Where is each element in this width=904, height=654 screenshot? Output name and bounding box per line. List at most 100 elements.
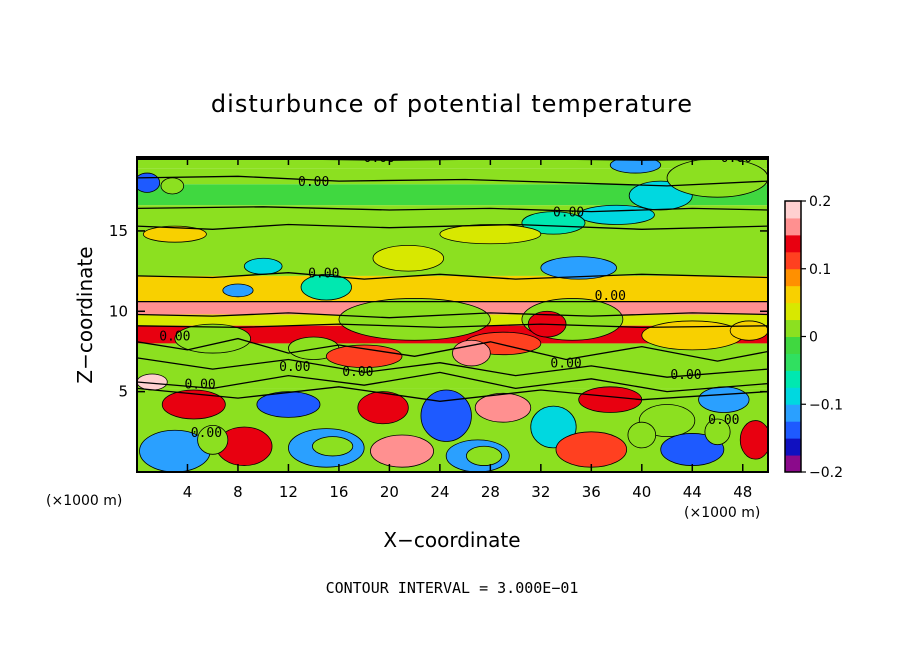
colorbar-cell: [785, 404, 801, 422]
contour-ring: [474, 392, 532, 423]
contour-label: 0.00: [721, 151, 752, 166]
contour-lines-layer: [137, 157, 768, 402]
colorbar-ticks: 0.2 0.1 0 −0.1 −0.2: [801, 194, 843, 481]
contour-label: 0.00: [159, 329, 190, 344]
chart-title: disturbunce of potential temperature: [211, 90, 693, 118]
contour-label: 0.00: [670, 368, 701, 383]
colorbar-cell: [785, 370, 801, 388]
contour-label: 0.00: [364, 151, 395, 166]
color-blob: [540, 256, 617, 280]
colorbar-cell: [785, 302, 801, 321]
contour-ring: [174, 323, 251, 354]
colorbar-cell: [785, 336, 801, 354]
colorbar-cell: [785, 421, 801, 439]
color-blob: [244, 258, 283, 275]
color-blob: [475, 393, 531, 423]
contour-label: 0.00: [298, 175, 329, 190]
color-blob: [420, 390, 472, 442]
color-blob: [610, 157, 661, 174]
color-blob: [555, 431, 627, 468]
color-blob: [357, 391, 409, 424]
contour-ring: [357, 391, 409, 425]
contour-ring: [540, 256, 617, 280]
contour-ring: [137, 172, 161, 193]
contour-ring: [325, 344, 403, 368]
x-tick-label: 32: [531, 483, 550, 501]
contour-ring: [370, 434, 434, 468]
contour-ring: [704, 418, 731, 446]
colorbar-cell: [785, 285, 801, 304]
color-blob: [160, 177, 184, 194]
contour-label: 0.00: [308, 267, 339, 282]
contour-line: [137, 175, 768, 187]
color-blob: [660, 433, 724, 466]
contour-interval-label: CONTOUR INTERVAL = 3.000E−01: [326, 579, 579, 597]
colorbar-cell: [785, 217, 801, 236]
contour-ring: [256, 391, 321, 418]
colorbar-cell: [785, 353, 801, 371]
color-blob: [288, 337, 339, 360]
contour-ring: [521, 298, 624, 341]
contour-label: 0.00: [550, 357, 581, 372]
contour-ring: [530, 405, 577, 449]
contour-label: 0.00: [595, 289, 626, 304]
x-tick-label: 28: [481, 483, 500, 501]
colorbar-tick-label: −0.2: [809, 465, 843, 481]
contour-labels-layer: 0.00 0.00 0.00 0.00 0.00 0.00 0.00 0.00 0.00 0.00…: [159, 151, 752, 441]
x-axis-label: X−coordinate: [383, 528, 520, 552]
color-blob: [667, 158, 768, 198]
contour-ring: [452, 339, 491, 367]
color-blob: [641, 320, 743, 350]
colorbar-cell: [785, 455, 801, 473]
color-blob: [466, 446, 502, 466]
contour-ring: [312, 436, 354, 457]
color-blob: [256, 391, 320, 418]
contour-ring: [288, 428, 365, 468]
color-blob: [578, 386, 642, 413]
x-unit-right: (×1000 m): [684, 505, 760, 521]
contour-ring: [638, 404, 696, 438]
colorbar-tick-label: 0.1: [809, 262, 831, 278]
contour-ring: [420, 389, 472, 442]
color-band: [137, 157, 768, 169]
contour-line: [137, 312, 768, 319]
x-tick-label: 24: [430, 483, 449, 501]
x-tick-label: 8: [233, 483, 243, 501]
contour-ring: [372, 244, 445, 272]
contour-label: 0.00: [553, 206, 584, 221]
color-blob: [338, 298, 491, 341]
contour-ring: [161, 389, 226, 420]
color-blob: [372, 245, 444, 272]
color-band: [137, 168, 768, 185]
contour-line: [137, 223, 768, 230]
color-blob: [301, 274, 352, 301]
x-tick-label: 36: [582, 483, 601, 501]
color-blob: [370, 435, 434, 468]
contour-ring: [197, 424, 229, 455]
x-tick-label: 44: [683, 483, 702, 501]
colorbar-cell: [785, 251, 801, 270]
colorbar: 0.2 0.1 0 −0.1 −0.2: [784, 194, 843, 481]
x-tick-label: 48: [733, 483, 752, 501]
contour-ring: [142, 225, 207, 243]
color-blob: [197, 425, 228, 455]
x-tick-label: 4: [183, 483, 193, 501]
contour-ring: [578, 204, 655, 225]
contour-line: [137, 323, 768, 329]
y-tick-label: 15: [109, 222, 128, 240]
contour-ring: [729, 320, 768, 341]
y-tick-label: 10: [109, 302, 128, 320]
plot-area: 0.00 0.00 0.00 0.00 0.00 0.00 0.00 0.00 0.00 0.00…: [137, 151, 768, 472]
color-blob: [174, 324, 251, 354]
contour-label: 0.00: [708, 413, 739, 428]
color-blob: [627, 422, 656, 448]
contour-ring: [739, 420, 768, 460]
colorbar-tick-label: 0: [809, 330, 818, 346]
color-blob: [326, 345, 403, 368]
colorbar-cell: [785, 268, 801, 287]
contour-ring: [465, 445, 503, 466]
colorbar-cell: [785, 234, 801, 253]
contour-label: 0.00: [342, 365, 373, 380]
colorbar-cell: [785, 387, 801, 405]
